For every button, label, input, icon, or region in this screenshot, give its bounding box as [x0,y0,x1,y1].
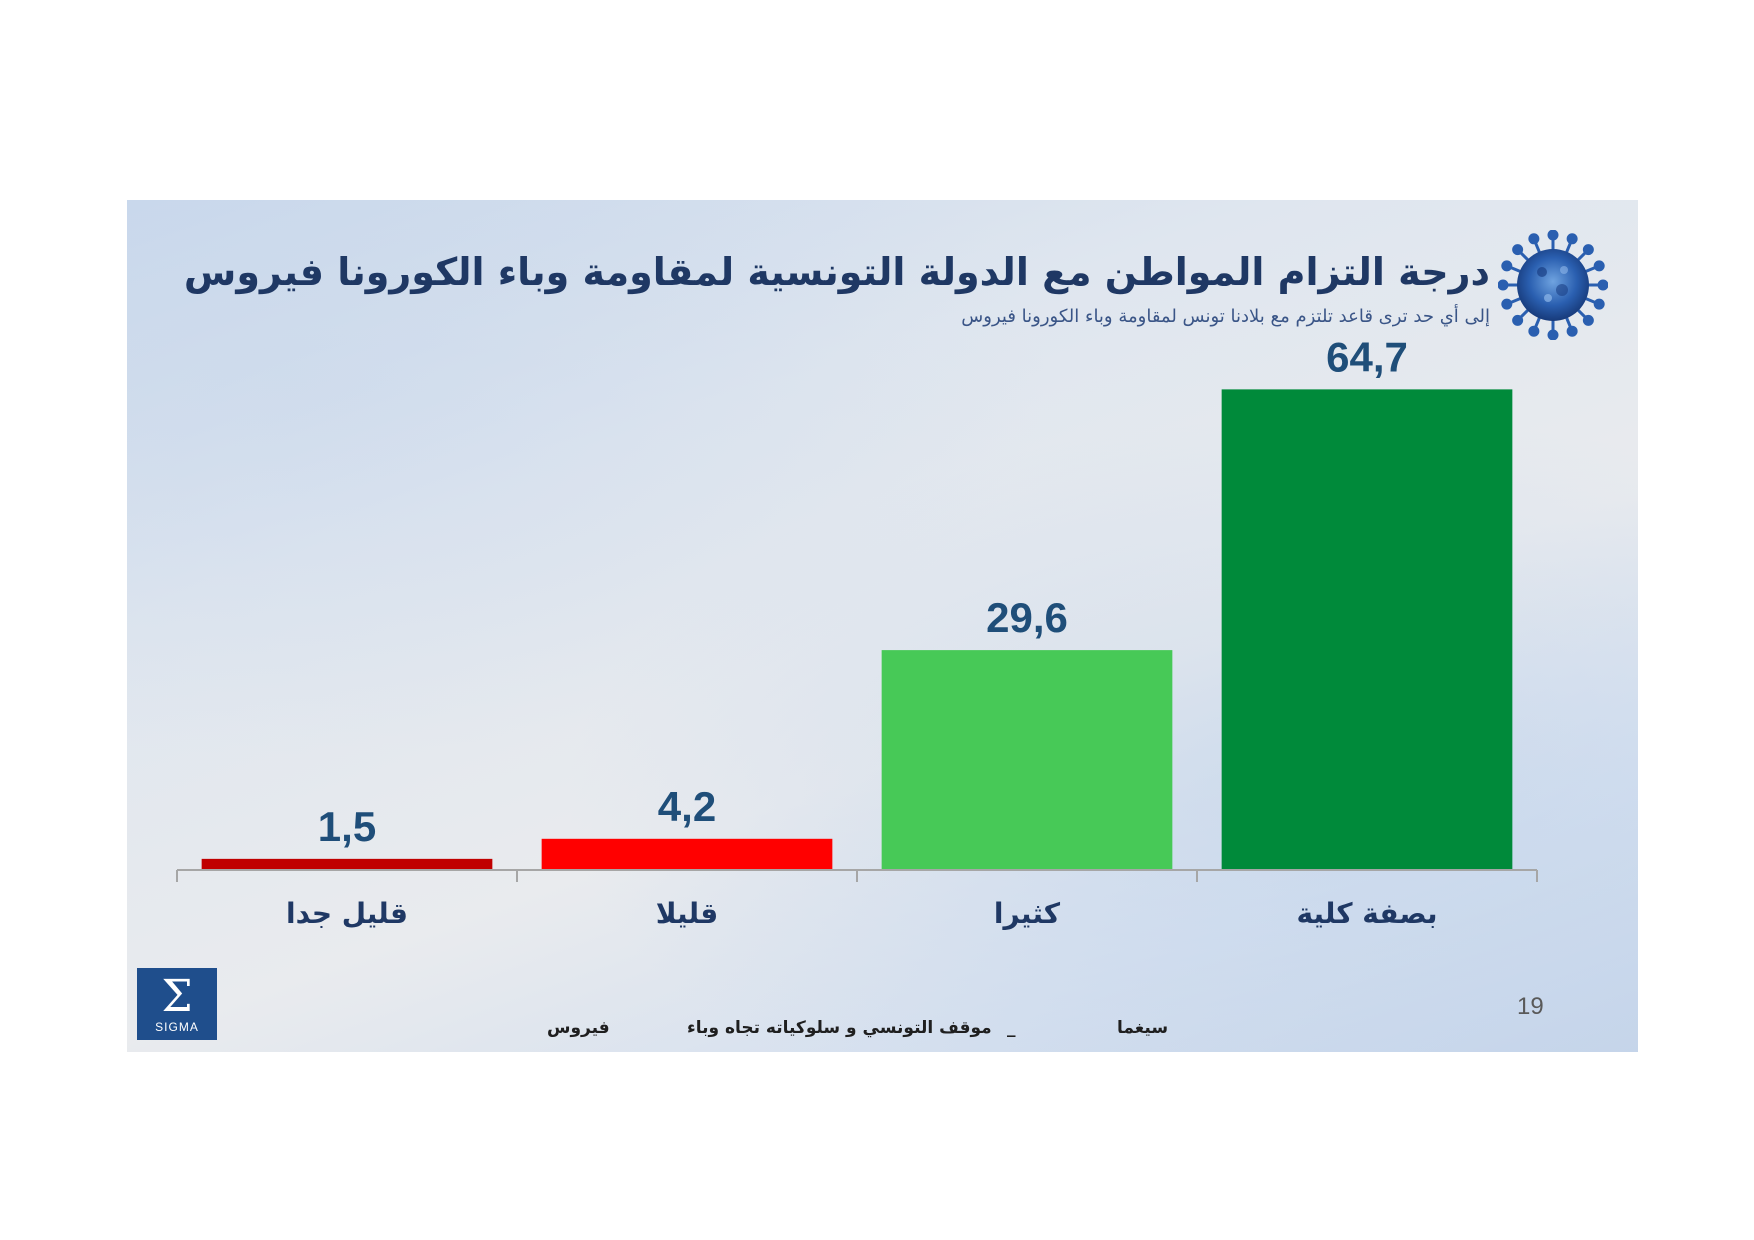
data-label: 29,6 [986,594,1068,641]
sigma-logo: Σ SIGMA [137,968,217,1040]
chart-title: درجة التزام المواطن مع الدولة التونسية ل… [183,250,1491,294]
category-label: قليل جدا [286,897,408,930]
labels: 1,5 قليل جدا 4,2 قليلا 29,6 كثيرا 64,7 بصفة كلي… [286,333,1438,930]
footer-topic: موقف التونسي و سلوكياته تجاه وباء [687,1018,992,1038]
category-label: قليلا [656,897,718,930]
virus-icon [1498,230,1608,340]
data-label: 64,7 [1326,333,1408,380]
bar [1221,389,1513,870]
bar [201,858,493,870]
bars [201,389,1513,870]
bar-chart: 1,5 قليل جدا 4,2 قليلا 29,6 كثيرا 64,7 بصفة كلي… [176,333,1538,930]
bar [541,838,833,870]
chart-subtitle: إلى أي حد ترى قاعد تلتزم مع بلادنا تونس … [961,306,1490,327]
data-label: 4,2 [658,783,716,830]
slide: درجة التزام المواطن مع الدولة التونسية ل… [127,200,1638,1052]
x-axis [176,869,1538,882]
data-label: 1,5 [318,803,376,850]
category-label: كثيرا [994,897,1061,930]
footer-topic-end: فيروس [547,1018,610,1038]
bar [881,650,1173,870]
page-number: 19 [1517,993,1544,1020]
footer-separator: _ [1007,1018,1016,1038]
category-label: بصفة كلية [1296,897,1437,930]
footer-brand: سيغما [1117,1018,1169,1038]
